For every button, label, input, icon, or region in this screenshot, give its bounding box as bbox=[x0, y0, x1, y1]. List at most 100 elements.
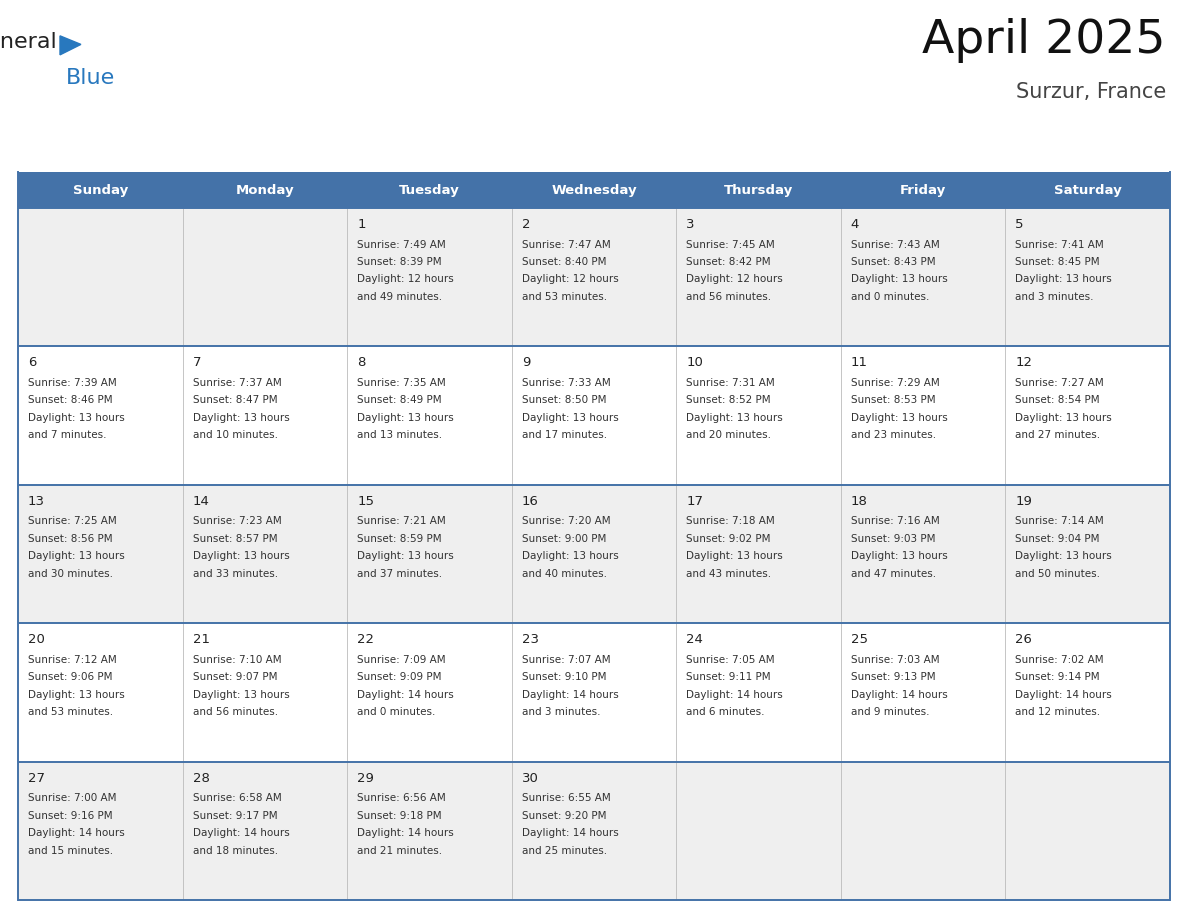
Bar bbox=[676, 623, 841, 762]
Bar bbox=[512, 346, 676, 485]
Text: Daylight: 13 hours: Daylight: 13 hours bbox=[358, 552, 454, 561]
Bar bbox=[347, 208, 512, 346]
Bar bbox=[841, 346, 1005, 485]
Text: Daylight: 13 hours: Daylight: 13 hours bbox=[851, 552, 948, 561]
Text: and 27 minutes.: and 27 minutes. bbox=[1016, 431, 1100, 441]
Bar bbox=[512, 172, 676, 208]
Text: and 15 minutes.: and 15 minutes. bbox=[29, 845, 113, 856]
Bar bbox=[347, 762, 512, 900]
Text: 26: 26 bbox=[1016, 633, 1032, 646]
Bar bbox=[1005, 485, 1170, 623]
Text: April 2025: April 2025 bbox=[923, 18, 1165, 63]
Text: Daylight: 13 hours: Daylight: 13 hours bbox=[851, 413, 948, 423]
Text: Friday: Friday bbox=[901, 184, 947, 196]
Text: Surzur, France: Surzur, France bbox=[1016, 82, 1165, 102]
Bar bbox=[676, 208, 841, 346]
Bar bbox=[183, 208, 347, 346]
Text: Sunset: 9:14 PM: Sunset: 9:14 PM bbox=[1016, 672, 1100, 682]
Text: and 3 minutes.: and 3 minutes. bbox=[522, 707, 600, 717]
Text: Sunrise: 7:23 AM: Sunrise: 7:23 AM bbox=[192, 516, 282, 526]
Text: Sunrise: 7:10 AM: Sunrise: 7:10 AM bbox=[192, 655, 282, 665]
Bar bbox=[1005, 623, 1170, 762]
Text: and 6 minutes.: and 6 minutes. bbox=[687, 707, 765, 717]
Text: Daylight: 14 hours: Daylight: 14 hours bbox=[851, 689, 948, 700]
Text: Sunset: 9:20 PM: Sunset: 9:20 PM bbox=[522, 811, 606, 821]
Text: and 13 minutes.: and 13 minutes. bbox=[358, 431, 442, 441]
Bar bbox=[18, 485, 183, 623]
Bar bbox=[512, 623, 676, 762]
Text: Sunday: Sunday bbox=[72, 184, 128, 196]
Text: and 9 minutes.: and 9 minutes. bbox=[851, 707, 929, 717]
Text: Sunset: 9:13 PM: Sunset: 9:13 PM bbox=[851, 672, 935, 682]
Text: 11: 11 bbox=[851, 356, 868, 369]
Text: and 56 minutes.: and 56 minutes. bbox=[192, 707, 278, 717]
Text: Daylight: 13 hours: Daylight: 13 hours bbox=[192, 413, 290, 423]
Text: 17: 17 bbox=[687, 495, 703, 508]
Text: Sunset: 8:57 PM: Sunset: 8:57 PM bbox=[192, 533, 277, 543]
Text: and 33 minutes.: and 33 minutes. bbox=[192, 569, 278, 579]
Text: and 21 minutes.: and 21 minutes. bbox=[358, 845, 442, 856]
Text: Sunset: 8:59 PM: Sunset: 8:59 PM bbox=[358, 533, 442, 543]
Bar bbox=[347, 172, 512, 208]
Text: Sunset: 9:09 PM: Sunset: 9:09 PM bbox=[358, 672, 442, 682]
Text: and 56 minutes.: and 56 minutes. bbox=[687, 292, 771, 302]
Text: Daylight: 13 hours: Daylight: 13 hours bbox=[358, 413, 454, 423]
Text: Sunrise: 7:20 AM: Sunrise: 7:20 AM bbox=[522, 516, 611, 526]
Text: Sunset: 9:06 PM: Sunset: 9:06 PM bbox=[29, 672, 113, 682]
Text: Sunset: 9:18 PM: Sunset: 9:18 PM bbox=[358, 811, 442, 821]
Text: Sunrise: 7:14 AM: Sunrise: 7:14 AM bbox=[1016, 516, 1104, 526]
Text: Sunset: 8:53 PM: Sunset: 8:53 PM bbox=[851, 396, 935, 406]
Text: and 10 minutes.: and 10 minutes. bbox=[192, 431, 278, 441]
Text: Daylight: 13 hours: Daylight: 13 hours bbox=[192, 689, 290, 700]
Text: Daylight: 14 hours: Daylight: 14 hours bbox=[687, 689, 783, 700]
Text: Sunrise: 7:21 AM: Sunrise: 7:21 AM bbox=[358, 516, 446, 526]
Text: Daylight: 14 hours: Daylight: 14 hours bbox=[358, 828, 454, 838]
Text: Daylight: 14 hours: Daylight: 14 hours bbox=[29, 828, 125, 838]
Text: Daylight: 14 hours: Daylight: 14 hours bbox=[522, 689, 619, 700]
Bar bbox=[183, 172, 347, 208]
Text: Thursday: Thursday bbox=[723, 184, 794, 196]
Text: 1: 1 bbox=[358, 218, 366, 231]
Text: Daylight: 13 hours: Daylight: 13 hours bbox=[29, 413, 125, 423]
Text: Sunset: 8:46 PM: Sunset: 8:46 PM bbox=[29, 396, 113, 406]
Bar bbox=[1005, 208, 1170, 346]
Text: 22: 22 bbox=[358, 633, 374, 646]
Text: and 49 minutes.: and 49 minutes. bbox=[358, 292, 442, 302]
Text: and 3 minutes.: and 3 minutes. bbox=[1016, 292, 1094, 302]
Text: Daylight: 13 hours: Daylight: 13 hours bbox=[851, 274, 948, 285]
Bar bbox=[183, 623, 347, 762]
Text: Sunset: 9:02 PM: Sunset: 9:02 PM bbox=[687, 533, 771, 543]
Bar bbox=[1005, 346, 1170, 485]
Text: Sunrise: 7:25 AM: Sunrise: 7:25 AM bbox=[29, 516, 116, 526]
Text: 23: 23 bbox=[522, 633, 538, 646]
Text: Sunrise: 7:00 AM: Sunrise: 7:00 AM bbox=[29, 793, 116, 803]
Text: Daylight: 12 hours: Daylight: 12 hours bbox=[358, 274, 454, 285]
Text: Daylight: 13 hours: Daylight: 13 hours bbox=[522, 552, 619, 561]
Text: 6: 6 bbox=[29, 356, 37, 369]
Text: Sunrise: 7:43 AM: Sunrise: 7:43 AM bbox=[851, 240, 940, 250]
Text: Daylight: 13 hours: Daylight: 13 hours bbox=[687, 552, 783, 561]
Text: and 37 minutes.: and 37 minutes. bbox=[358, 569, 442, 579]
Bar bbox=[676, 762, 841, 900]
Text: 28: 28 bbox=[192, 772, 209, 785]
Text: and 43 minutes.: and 43 minutes. bbox=[687, 569, 771, 579]
Text: Sunrise: 7:33 AM: Sunrise: 7:33 AM bbox=[522, 378, 611, 388]
Text: Sunrise: 6:58 AM: Sunrise: 6:58 AM bbox=[192, 793, 282, 803]
Text: and 12 minutes.: and 12 minutes. bbox=[1016, 707, 1100, 717]
Text: Sunset: 9:07 PM: Sunset: 9:07 PM bbox=[192, 672, 277, 682]
Text: 5: 5 bbox=[1016, 218, 1024, 231]
Bar bbox=[512, 208, 676, 346]
Text: 30: 30 bbox=[522, 772, 538, 785]
Text: Sunset: 8:47 PM: Sunset: 8:47 PM bbox=[192, 396, 277, 406]
Text: Daylight: 13 hours: Daylight: 13 hours bbox=[192, 552, 290, 561]
Text: and 17 minutes.: and 17 minutes. bbox=[522, 431, 607, 441]
Text: Sunrise: 7:41 AM: Sunrise: 7:41 AM bbox=[1016, 240, 1104, 250]
Text: Daylight: 12 hours: Daylight: 12 hours bbox=[687, 274, 783, 285]
Text: Daylight: 13 hours: Daylight: 13 hours bbox=[687, 413, 783, 423]
Bar bbox=[18, 208, 183, 346]
Text: Daylight: 14 hours: Daylight: 14 hours bbox=[522, 828, 619, 838]
Text: Daylight: 14 hours: Daylight: 14 hours bbox=[1016, 689, 1112, 700]
Text: Sunrise: 7:16 AM: Sunrise: 7:16 AM bbox=[851, 516, 940, 526]
Text: 14: 14 bbox=[192, 495, 209, 508]
Text: Daylight: 13 hours: Daylight: 13 hours bbox=[1016, 274, 1112, 285]
